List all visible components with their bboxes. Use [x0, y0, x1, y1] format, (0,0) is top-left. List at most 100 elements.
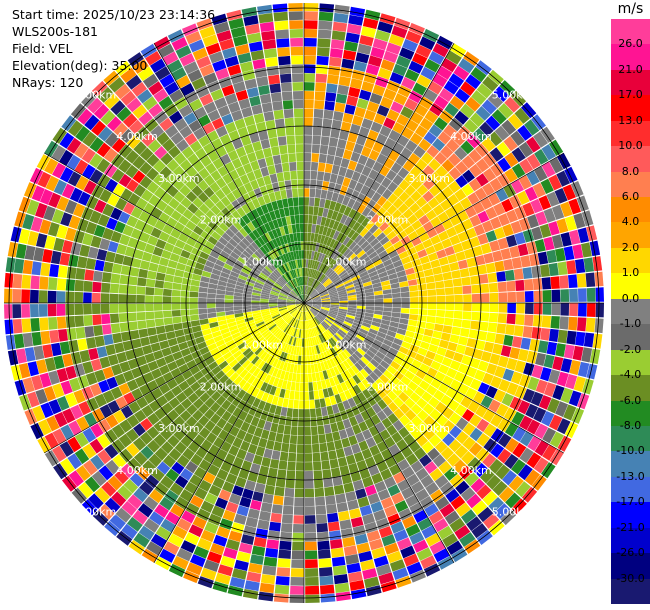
velocity-gate: [309, 290, 317, 297]
velocity-gate: [150, 227, 162, 239]
velocity-gate: [232, 247, 242, 257]
velocity-gate: [417, 347, 428, 357]
velocity-gate: [566, 260, 577, 275]
velocity-gate: [82, 361, 94, 374]
velocity-gate: [231, 188, 242, 200]
velocity-gate: [312, 381, 318, 391]
velocity-gate: [203, 559, 220, 572]
velocity-gate: [304, 99, 314, 109]
velocity-gate: [422, 178, 435, 190]
velocity-gate: [486, 363, 498, 375]
velocity-gate: [398, 391, 409, 403]
colorbar-cell: [611, 146, 650, 173]
velocity-gate: [457, 363, 469, 375]
velocity-gate: [411, 220, 423, 231]
velocity-gate: [304, 214, 309, 224]
velocity-gate: [311, 346, 315, 356]
velocity-gate: [96, 249, 108, 261]
velocity-gate: [266, 264, 275, 272]
velocity-gate: [275, 118, 285, 129]
velocity-gate: [516, 190, 530, 205]
velocity-gate: [331, 467, 341, 478]
velocity-gate: [316, 234, 322, 244]
velocity-gate: [226, 9, 243, 21]
velocity-gate: [442, 533, 458, 548]
velocity-gate: [138, 525, 155, 541]
velocity-gate: [131, 82, 147, 97]
velocity-gate: [326, 154, 335, 165]
velocity-gate: [289, 292, 297, 299]
velocity-gate: [339, 391, 348, 402]
velocity-gate: [376, 388, 387, 399]
velocity-gate: [320, 235, 326, 244]
velocity-gate: [257, 418, 266, 429]
velocity-gate: [543, 354, 555, 369]
velocity-gate: [127, 494, 143, 510]
velocity-gate: [225, 501, 239, 514]
velocity-gate: [241, 268, 251, 275]
velocity-gate: [542, 444, 557, 461]
velocity-gate: [228, 493, 242, 505]
velocity-gate: [372, 84, 386, 97]
velocity-gate: [530, 391, 544, 407]
velocity-gate: [300, 268, 303, 277]
velocity-gate: [400, 106, 414, 119]
velocity-gate: [338, 269, 347, 277]
velocity-gate: [66, 266, 77, 279]
velocity-gate: [291, 559, 304, 569]
velocity-gate: [219, 38, 235, 51]
velocity-gate: [90, 358, 102, 372]
velocity-gate: [440, 332, 451, 342]
velocity-gate: [461, 183, 474, 197]
colorbar-cells: 26.0 21.0 17.0 13.0 10.0 8.0 6.0 4.0 2.0 1.0 0.0 -1…: [611, 19, 650, 605]
velocity-gate: [384, 263, 395, 271]
velocity-gate: [176, 262, 186, 271]
velocity-gate: [291, 179, 298, 189]
velocity-gate: [405, 523, 421, 537]
velocity-gate: [180, 197, 192, 209]
velocity-gate: [62, 240, 73, 254]
velocity-gate: [392, 198, 404, 209]
velocity-gate: [309, 309, 317, 316]
velocity-gate: [220, 461, 232, 473]
velocity-gate: [35, 388, 48, 405]
velocity-gate: [103, 334, 114, 346]
velocity-gate: [446, 540, 463, 555]
velocity-gate: [269, 521, 281, 532]
velocity-gate: [346, 286, 355, 292]
velocity-gate: [436, 65, 453, 80]
velocity-gate: [333, 183, 342, 194]
velocity-gate: [342, 276, 351, 283]
velocity-gate: [192, 197, 204, 209]
velocity-gate: [318, 549, 331, 559]
velocity-gate: [384, 542, 399, 555]
velocity-gate: [265, 355, 273, 364]
velocity-gate: [247, 244, 257, 253]
velocity-gate: [336, 267, 345, 275]
velocity-gate: [332, 565, 347, 576]
velocity-gate: [379, 13, 396, 25]
velocity-gate: [313, 251, 318, 261]
velocity-gate: [94, 199, 107, 213]
velocity-gate: [218, 489, 232, 501]
velocity-gate: [288, 317, 295, 325]
velocity-gate: [304, 170, 311, 180]
velocity-gate: [331, 210, 339, 221]
velocity-gate: [283, 225, 289, 235]
velocity-gate: [458, 465, 473, 480]
velocity-gate: [375, 263, 385, 271]
velocity-gate: [60, 458, 75, 475]
velocity-gate: [45, 175, 59, 192]
velocity-gate: [238, 240, 248, 250]
velocity-gate: [453, 310, 463, 319]
velocity-gate: [560, 303, 570, 316]
velocity-gate: [371, 321, 381, 328]
velocity-gate: [354, 234, 363, 244]
velocity-gate: [327, 287, 336, 293]
velocity-gate: [185, 220, 197, 231]
velocity-gate: [169, 344, 181, 354]
velocity-gate: [345, 554, 360, 565]
velocity-gate: [398, 275, 408, 283]
velocity-gate: [323, 109, 334, 120]
velocity-gate: [350, 588, 367, 600]
